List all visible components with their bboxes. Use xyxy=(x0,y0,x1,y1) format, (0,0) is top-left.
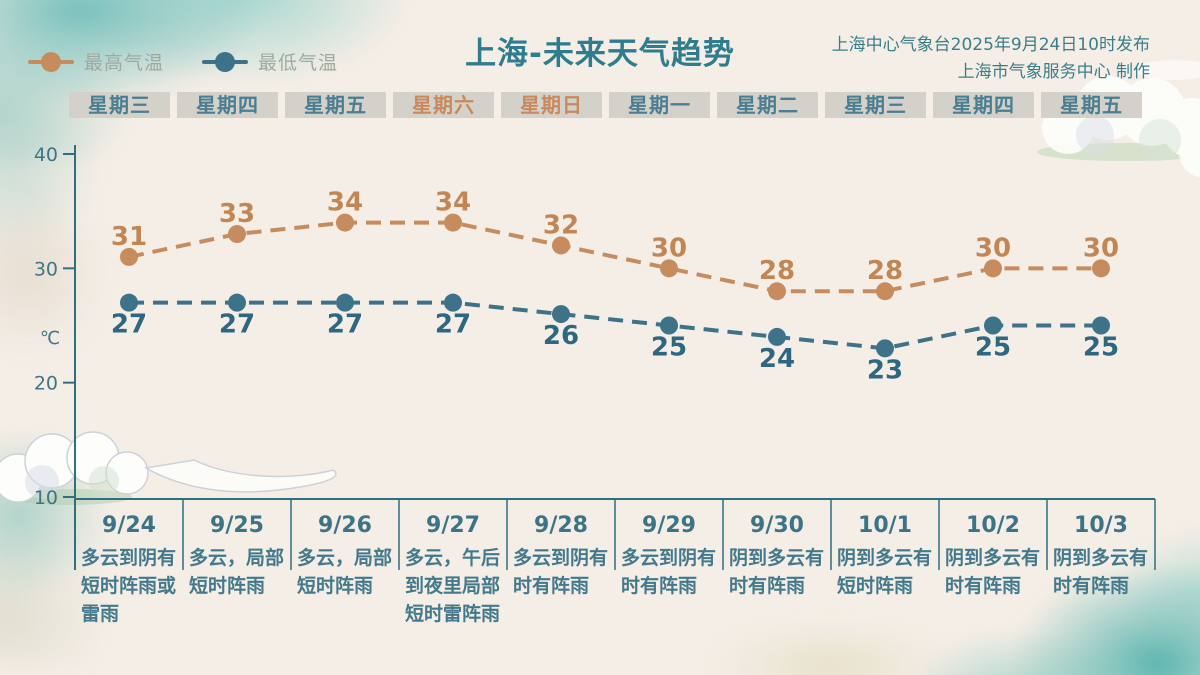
weather-text-1-line-1: 多云到阴有 xyxy=(81,546,176,569)
weather-text-2-line-2: 短时阵雨 xyxy=(189,574,265,597)
date-label-8: 10/1 xyxy=(858,513,912,538)
date-label-2: 9/25 xyxy=(210,513,264,538)
high-temp-point-10 xyxy=(1092,259,1110,278)
source-attribution: 上海中心气象台2025年9月24日10时发布 上海市气象服务中心 制作 xyxy=(832,32,1150,86)
high-temp-point-4 xyxy=(444,213,462,232)
low-temp-point-8 xyxy=(876,339,894,358)
high-temp-value-8: 28 xyxy=(867,256,903,286)
weather-text-10-line-1: 阴到多云有 xyxy=(1053,546,1148,569)
high-temp-point-7 xyxy=(768,282,786,301)
low-temp-value-7: 24 xyxy=(759,344,795,374)
weekday-box-4: 星期六 xyxy=(393,92,494,118)
weather-text-8-line-1: 阴到多云有 xyxy=(837,546,932,569)
weather-text-2-line-1: 多云，局部 xyxy=(189,546,284,569)
weather-text-4-line-1: 多云，午后 xyxy=(405,546,500,569)
source-line-1: 上海中心气象台2025年9月24日10时发布 xyxy=(831,35,1150,55)
low-temp-point-10 xyxy=(1092,316,1110,335)
weather-text-9-line-1: 阴到多云有 xyxy=(945,546,1040,569)
high-temp-value-9: 30 xyxy=(975,233,1011,263)
high-temp-value-7: 28 xyxy=(759,256,795,286)
low-temp-value-5: 26 xyxy=(543,321,579,351)
low-temp-value-3: 27 xyxy=(327,310,363,340)
low-temp-value-4: 27 xyxy=(435,310,471,340)
weekday-box-10: 星期五 xyxy=(1041,92,1142,118)
y-tick-label-10: 10 xyxy=(34,487,58,509)
weekday-box-5: 星期日 xyxy=(501,92,602,118)
low-temp-value-8: 23 xyxy=(867,355,903,385)
high-temp-point-8 xyxy=(876,282,894,301)
weekday-box-8: 星期三 xyxy=(825,92,926,118)
low-temp-point-6 xyxy=(660,316,678,335)
date-label-10: 10/3 xyxy=(1074,513,1128,538)
low-temp-value-2: 27 xyxy=(219,310,255,340)
weather-text-7-line-2: 时有阵雨 xyxy=(729,574,805,597)
date-label-4: 9/27 xyxy=(426,513,480,538)
weekday-box-9: 星期四 xyxy=(933,92,1034,118)
weather-text-10-line-2: 时有阵雨 xyxy=(1053,574,1129,597)
date-label-7: 9/30 xyxy=(750,513,804,538)
high-temp-point-3 xyxy=(336,213,354,232)
y-axis-unit-label: ℃ xyxy=(40,328,60,349)
weekday-box-1: 星期三 xyxy=(69,92,170,118)
high-temp-value-4: 34 xyxy=(435,188,471,218)
low-temp-point-1 xyxy=(120,293,138,312)
low-temp-point-2 xyxy=(228,293,246,312)
weekday-box-3: 星期五 xyxy=(285,92,386,118)
weekday-box-6: 星期一 xyxy=(609,92,710,118)
high-temp-line xyxy=(128,220,1101,294)
weather-text-6-line-2: 时有阵雨 xyxy=(621,574,697,597)
weather-text-5-line-2: 时有阵雨 xyxy=(513,574,589,597)
low-temp-point-9 xyxy=(984,316,1002,335)
high-temp-point-5 xyxy=(552,236,570,255)
date-label-9: 10/2 xyxy=(966,513,1020,538)
low-temp-line xyxy=(129,300,1101,351)
weather-text-4-line-2: 到夜里局部 xyxy=(405,574,500,597)
low-temp-point-5 xyxy=(552,305,570,324)
high-temp-point-2 xyxy=(228,225,246,244)
high-temp-point-1 xyxy=(120,247,138,266)
weather-text-4-line-3: 短时雷阵雨 xyxy=(405,602,500,625)
high-temp-point-9 xyxy=(984,259,1002,278)
high-temp-value-1: 31 xyxy=(111,222,147,252)
weather-text-3-line-2: 短时阵雨 xyxy=(297,574,373,597)
page-title: 上海-未来天气趋势 xyxy=(465,36,735,72)
y-tick-label-30: 30 xyxy=(34,258,58,280)
weather-text-8-line-2: 短时阵雨 xyxy=(837,574,913,597)
low-temp-value-10: 25 xyxy=(1083,333,1119,363)
low-temp-point-7 xyxy=(768,327,786,346)
low-temp-value-9: 25 xyxy=(975,333,1011,363)
weather-text-6-line-1: 多云到阴有 xyxy=(621,546,716,569)
weather-text-7-line-1: 阴到多云有 xyxy=(729,546,824,569)
source-line-2: 上海市气象服务中心 制作 xyxy=(957,62,1150,82)
low-temp-point-3 xyxy=(336,293,354,312)
high-temp-value-5: 32 xyxy=(543,210,579,240)
high-temp-value-2: 33 xyxy=(219,199,255,229)
weekday-box-2: 星期四 xyxy=(177,92,278,118)
high-temp-value-10: 30 xyxy=(1083,233,1119,263)
date-label-3: 9/26 xyxy=(318,513,372,538)
high-temp-point-6 xyxy=(660,259,678,278)
date-label-1: 9/24 xyxy=(102,513,156,538)
date-label-6: 9/29 xyxy=(642,513,696,538)
weather-text-1-line-2: 短时阵雨或 xyxy=(81,574,176,597)
low-temp-point-4 xyxy=(444,293,462,312)
weather-text-1-line-3: 雷雨 xyxy=(81,603,119,625)
weekday-box-7: 星期二 xyxy=(717,92,818,118)
date-label-5: 9/28 xyxy=(534,513,588,538)
high-temp-value-3: 34 xyxy=(327,188,363,218)
low-temp-value-1: 27 xyxy=(111,310,147,340)
low-temp-value-6: 25 xyxy=(651,333,687,363)
high-temp-value-6: 30 xyxy=(651,233,687,263)
weather-text-3-line-1: 多云，局部 xyxy=(297,546,392,569)
weather-text-5-line-1: 多云到阴有 xyxy=(513,546,608,569)
weather-text-9-line-2: 时有阵雨 xyxy=(945,574,1021,597)
y-tick-label-40: 40 xyxy=(34,144,58,166)
y-tick-label-20: 20 xyxy=(34,373,58,395)
